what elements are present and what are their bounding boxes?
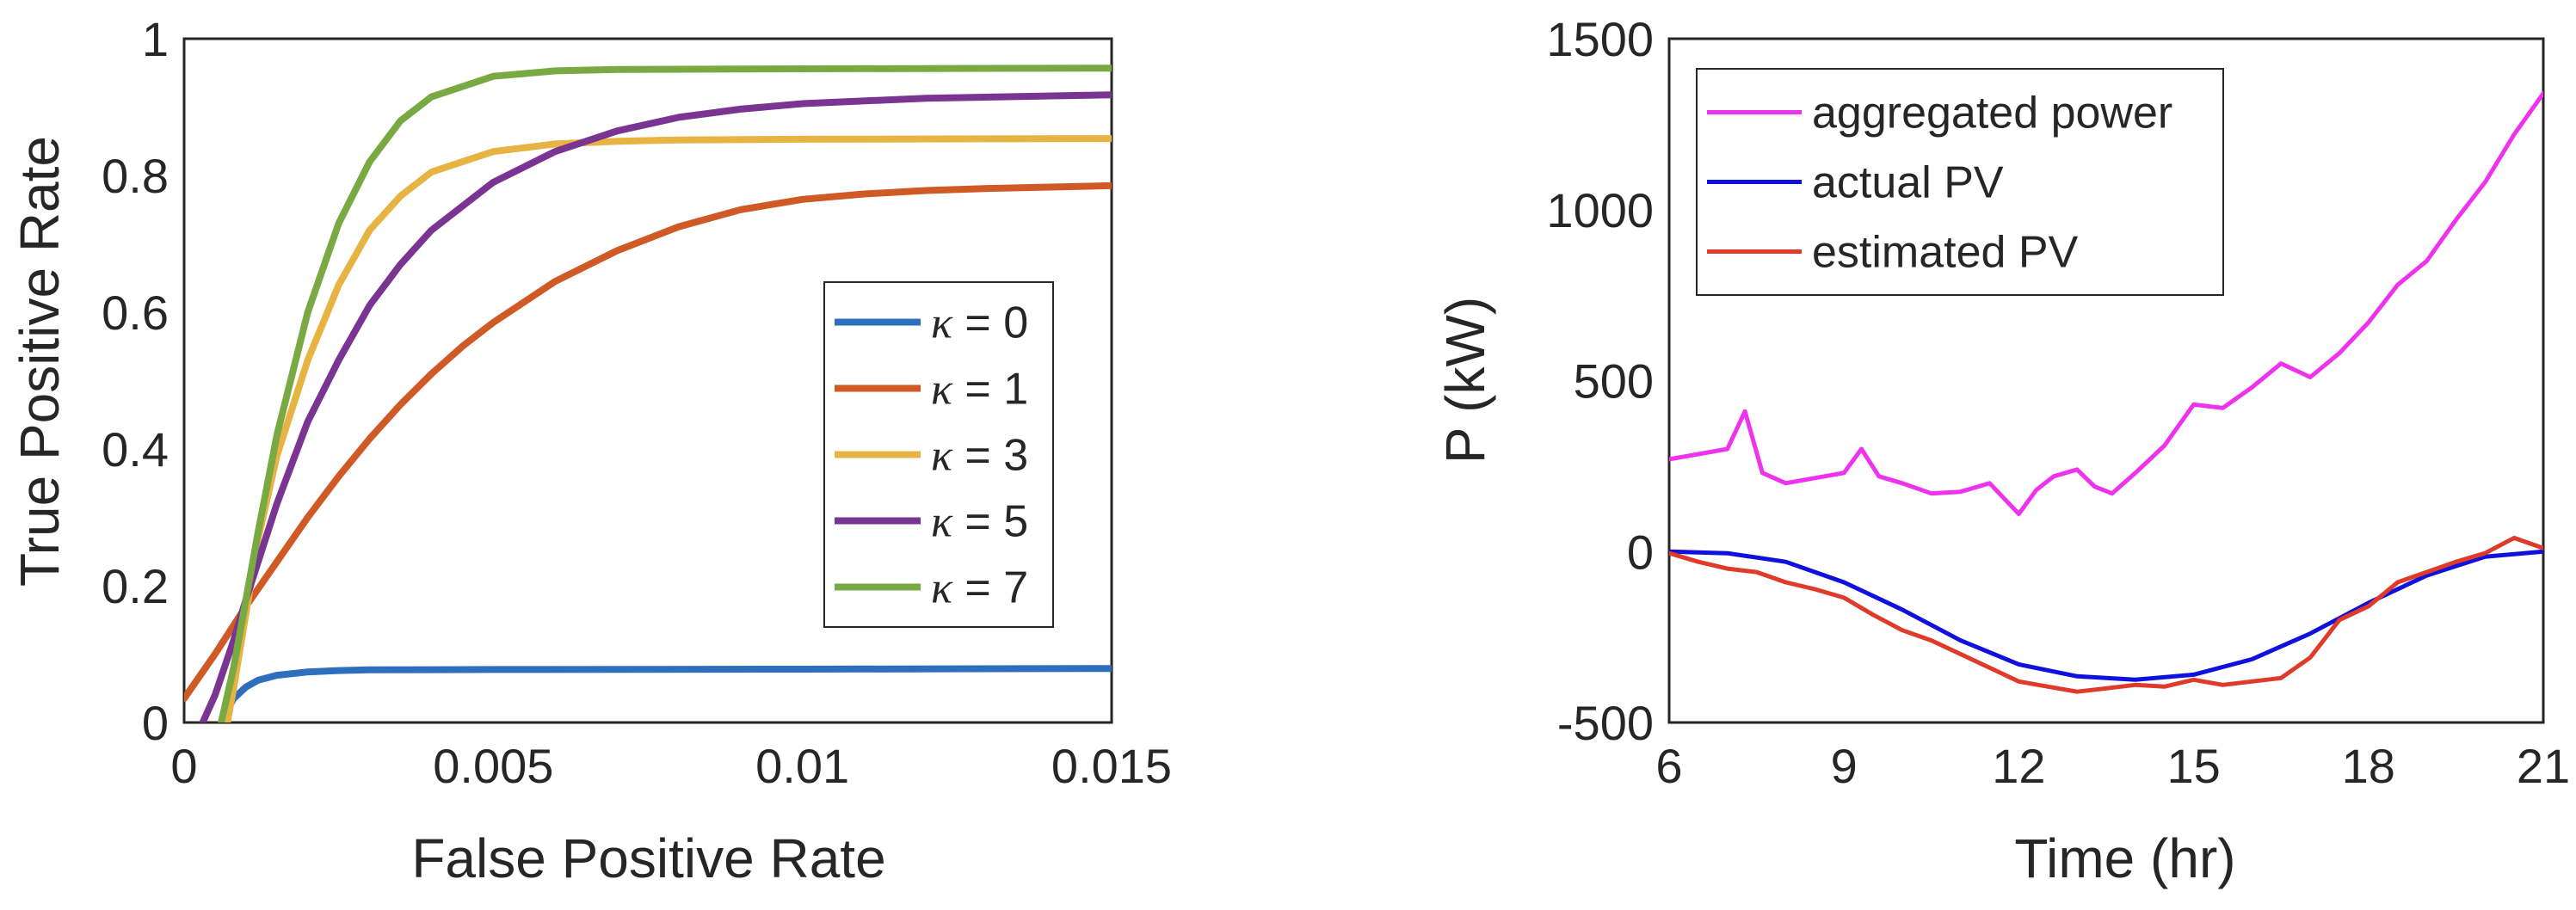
x-tick-label: 6 — [1655, 739, 1682, 793]
power-chart: P (kW) Time (hr) 6 9 12 15 18 21 -500 0 500 1000 1… — [1434, 12, 2570, 889]
x-tick-label: 0.015 — [1051, 739, 1172, 793]
y-tick-label: 500 — [1574, 354, 1654, 409]
series-line-2 — [1669, 535, 2543, 694]
legend-label-3: κ = 5 — [931, 497, 1028, 547]
y-tick-label: 0 — [142, 696, 169, 750]
x-tick-label: 18 — [2342, 739, 2395, 793]
series-line-0 — [218, 665, 1112, 722]
y-tick-label: 0.8 — [102, 149, 169, 203]
y-tick-label: 1500 — [1546, 12, 1654, 66]
roc-y-axis-label: True Positive Rate — [9, 136, 71, 587]
x-tick-label: 0.005 — [433, 739, 553, 793]
y-tick-label: 1000 — [1546, 183, 1654, 237]
legend-label-0: κ = 0 — [931, 298, 1028, 348]
legend-value: = 7 — [952, 563, 1028, 613]
legend-label-0: aggregated power — [1812, 89, 2172, 138]
roc-chart: True Positive Rate False Positive Rate 0… — [9, 12, 1172, 889]
legend-label-2: estimated PV — [1812, 228, 2079, 278]
x-tick-label: 15 — [2166, 739, 2220, 793]
power-y-axis-label: P (kW) — [1434, 297, 1496, 464]
roc-x-axis-label: False Positive Rate — [411, 827, 885, 889]
legend-label-2: κ = 3 — [931, 431, 1028, 481]
x-tick-label: 0 — [170, 739, 197, 793]
series-line-1 — [184, 181, 1112, 703]
y-tick-label: 0.6 — [102, 286, 169, 340]
kappa-symbol: κ — [931, 498, 953, 547]
legend-value: = 0 — [952, 298, 1028, 348]
legend-value: = 5 — [952, 497, 1028, 547]
legend-value: = 1 — [952, 365, 1028, 415]
y-tick-label: -500 — [1557, 696, 1654, 750]
series-line-4 — [218, 65, 1112, 722]
power-x-axis-label: Time (hr) — [2014, 827, 2235, 889]
kappa-symbol: κ — [931, 366, 953, 415]
x-tick-label: 21 — [2517, 739, 2570, 793]
legend-value: = 3 — [952, 431, 1028, 481]
legend-label-4: κ = 7 — [931, 563, 1028, 613]
y-tick-label: 1 — [142, 12, 169, 66]
kappa-symbol: κ — [931, 432, 953, 481]
x-tick-label: 9 — [1831, 739, 1858, 793]
legend-label-1: actual PV — [1812, 158, 2004, 208]
y-tick-label: 0.2 — [102, 559, 169, 613]
power-legend: aggregated power actual PV estimated PV — [1696, 68, 2224, 296]
y-tick-label: 0 — [1627, 525, 1654, 579]
kappa-symbol: κ — [931, 299, 953, 348]
series-line-1 — [1669, 549, 2543, 682]
y-tick-label: 0.4 — [102, 422, 169, 477]
roc-legend: κ = 0κ = 1κ = 3κ = 5κ = 7 — [823, 281, 1054, 628]
series-line-0 — [1669, 91, 2543, 516]
legend-label-1: κ = 1 — [931, 365, 1028, 415]
kappa-symbol: κ — [931, 564, 953, 613]
x-tick-label: 12 — [1992, 739, 2045, 793]
x-tick-label: 0.01 — [755, 739, 849, 793]
